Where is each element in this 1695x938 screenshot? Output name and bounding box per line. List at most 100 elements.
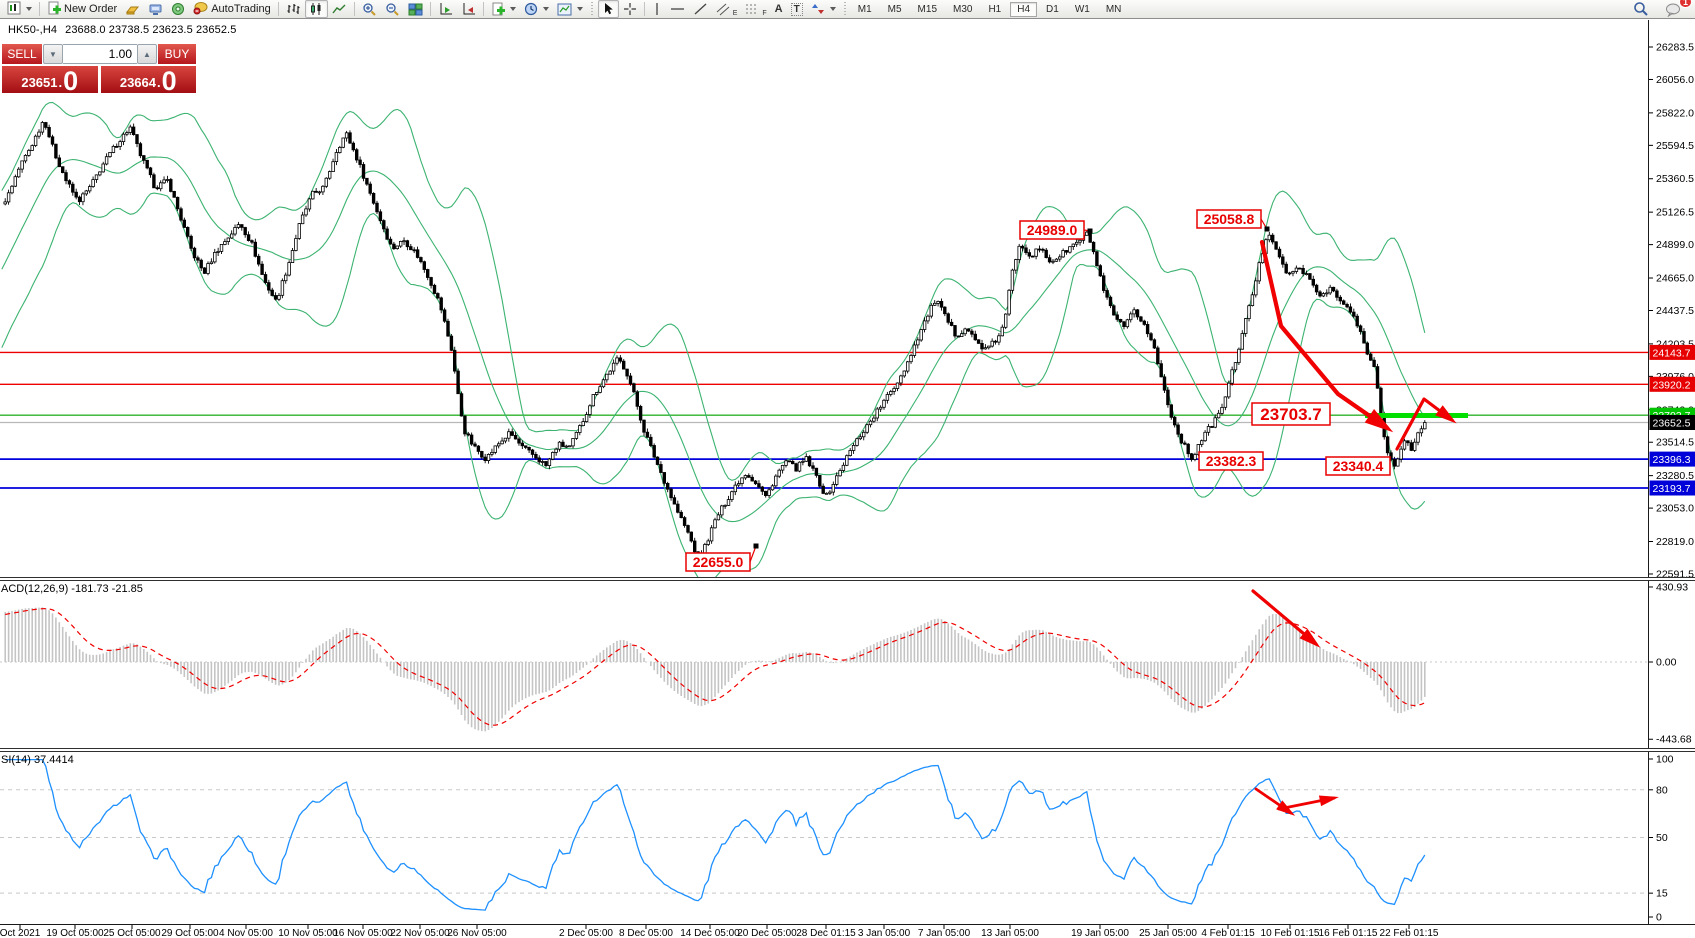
indicators-dropdown[interactable] xyxy=(487,1,520,17)
periods-dropdown[interactable] xyxy=(520,1,553,17)
candle-body xyxy=(307,198,312,210)
candle-body xyxy=(260,263,264,275)
time-tick-label: 25 Oct 05:00 xyxy=(103,928,161,938)
chevron-down-icon xyxy=(576,7,583,11)
zoom-in-icon[interactable] xyxy=(358,1,381,17)
candle-body xyxy=(452,349,457,372)
rsi-indicator-label: SI(14) 37.4414 xyxy=(1,754,74,766)
candle-body xyxy=(1379,387,1383,415)
text-icon[interactable]: A xyxy=(774,3,783,15)
chart-ohlc-header: HK50-,H4 23688.0 23738.5 23623.5 23652.5 xyxy=(8,24,236,36)
new-chart-button[interactable] xyxy=(3,1,36,17)
timeframe-H1[interactable]: H1 xyxy=(988,3,1002,15)
candle-body xyxy=(882,399,886,408)
candle-body xyxy=(57,157,61,168)
arrows-dropdown[interactable] xyxy=(807,1,840,17)
price-tick-label: 22819.0 xyxy=(1656,536,1694,548)
candle-body xyxy=(233,227,237,235)
horizontal-line-icon[interactable] xyxy=(666,1,689,17)
equidistant-channel-icon[interactable]: E xyxy=(712,1,742,17)
candle-body xyxy=(747,475,751,478)
sell-price-display[interactable]: 23651. 0 xyxy=(2,66,98,94)
new-order-button[interactable]: New Order xyxy=(43,1,121,17)
macd-splitter[interactable] xyxy=(0,577,1695,581)
tile-windows-icon[interactable] xyxy=(404,1,427,17)
rsi-line xyxy=(5,758,1426,911)
signals-icon[interactable] xyxy=(167,1,189,17)
candle-body xyxy=(1402,440,1407,450)
candle-body xyxy=(209,261,214,265)
timeframe-W1[interactable]: W1 xyxy=(1074,3,1090,15)
timeframe-M5[interactable]: M5 xyxy=(887,3,902,15)
toolbar-grip[interactable] xyxy=(842,2,848,16)
autotrading-button[interactable]: AutoTrading xyxy=(189,1,275,17)
zoom-out-icon[interactable] xyxy=(381,1,404,17)
candle-body xyxy=(1271,234,1275,243)
terminal-icon[interactable] xyxy=(144,1,167,17)
auto-scroll-icon[interactable] xyxy=(434,1,457,17)
candle-body xyxy=(256,255,261,265)
candle-body xyxy=(919,329,923,341)
candle-body xyxy=(1000,326,1004,337)
candle-body xyxy=(1220,406,1224,414)
timeframe-M1[interactable]: M1 xyxy=(857,3,872,15)
text-label-icon[interactable]: T xyxy=(787,1,807,17)
crosshair-icon[interactable] xyxy=(619,1,641,17)
chart-shift-icon[interactable] xyxy=(457,1,480,17)
price-callout-box[interactable] xyxy=(1198,451,1264,471)
timeframe-M15[interactable]: M15 xyxy=(917,3,937,15)
price-callout-box[interactable] xyxy=(1251,402,1331,426)
timeframe-MN[interactable]: MN xyxy=(1105,3,1122,15)
trendline-icon[interactable] xyxy=(689,1,712,17)
chevron-down-icon xyxy=(509,7,516,11)
price-callout-box[interactable] xyxy=(1196,209,1262,229)
new-order-label: New Order xyxy=(64,3,118,15)
price-callout-box[interactable] xyxy=(1019,220,1085,240)
market-watch-icon[interactable] xyxy=(121,1,144,17)
volume-decrease-button[interactable]: ▼ xyxy=(43,44,63,64)
candle-body xyxy=(1037,248,1042,251)
candle-body xyxy=(27,149,31,156)
volume-increase-button[interactable]: ▲ xyxy=(137,44,157,64)
fibonacci-icon[interactable]: F xyxy=(741,1,770,17)
candle-body xyxy=(1095,251,1099,267)
candle-body xyxy=(970,330,974,335)
candle-body xyxy=(1413,441,1417,451)
buy-button[interactable]: BUY xyxy=(158,44,196,64)
line-chart-icon[interactable] xyxy=(328,1,351,17)
search-icon[interactable] xyxy=(1629,1,1653,17)
buy-price-display[interactable]: 23664. 0 xyxy=(100,66,196,94)
volume-input[interactable]: 1.00 xyxy=(63,44,137,64)
cursor-icon[interactable] xyxy=(597,0,619,18)
rsi-splitter[interactable] xyxy=(0,748,1695,752)
candle-body xyxy=(469,434,474,445)
candle-body xyxy=(848,450,852,456)
price-callout-box[interactable] xyxy=(685,552,751,572)
candle-body xyxy=(23,154,28,162)
annotation-arrow[interactable] xyxy=(1259,239,1390,431)
candle-body xyxy=(1108,296,1113,307)
templates-dropdown[interactable] xyxy=(553,1,587,17)
timeframe-M30[interactable]: M30 xyxy=(953,3,973,15)
time-tick-label: 8 Dec 05:00 xyxy=(619,928,673,938)
timeframe-H4[interactable]: H4 xyxy=(1010,1,1038,17)
bar-chart-icon[interactable] xyxy=(282,1,305,17)
candle-body xyxy=(213,251,217,263)
candle-body xyxy=(622,360,626,370)
vertical-line-icon[interactable] xyxy=(648,1,666,17)
sell-button[interactable]: SELL xyxy=(2,44,42,64)
candlestick-chart-icon[interactable] xyxy=(304,0,328,18)
notifications-button[interactable]: 1 xyxy=(1661,0,1692,17)
timeframe-D1[interactable]: D1 xyxy=(1046,3,1059,15)
price-tick-label: 25126.5 xyxy=(1656,207,1694,219)
candle-body xyxy=(743,475,748,479)
candle-body xyxy=(246,234,251,241)
candle-body xyxy=(1416,432,1420,443)
price-axis[interactable] xyxy=(1648,20,1649,924)
toolbar-grip[interactable] xyxy=(589,2,595,16)
divider xyxy=(482,2,484,16)
candle-body xyxy=(1078,239,1082,243)
price-callout-box[interactable] xyxy=(1325,456,1391,476)
candle-body xyxy=(906,361,910,372)
